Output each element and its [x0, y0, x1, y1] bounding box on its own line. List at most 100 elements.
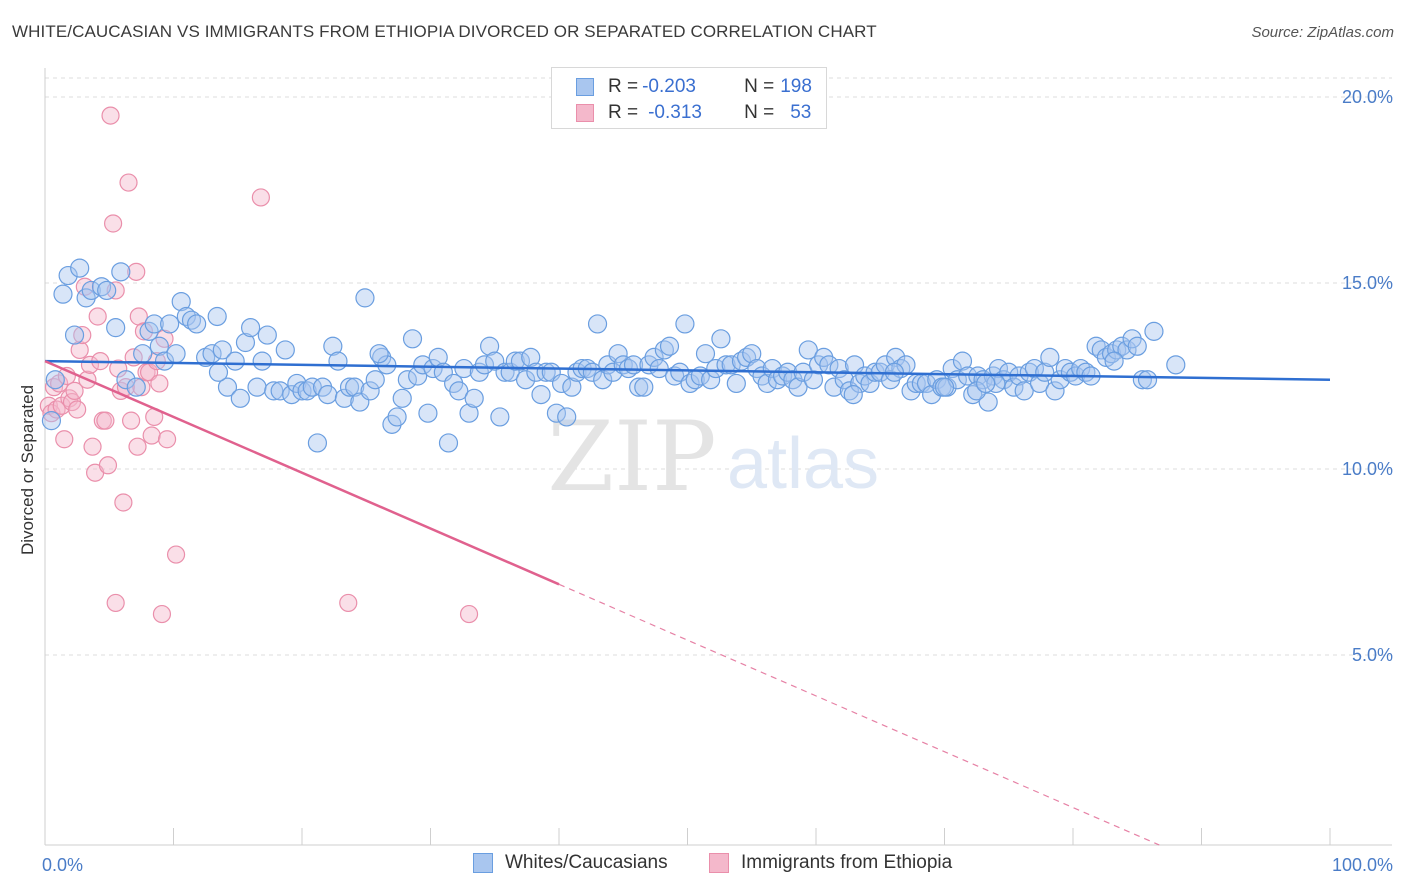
white-point — [154, 351, 175, 371]
white-point — [1004, 377, 1024, 397]
white-point — [798, 340, 818, 360]
white-point — [843, 385, 863, 405]
white-point — [252, 351, 272, 371]
white-points — [41, 258, 1186, 453]
white-point — [839, 381, 860, 401]
legend-n-label: N = — [744, 102, 775, 123]
white-point — [70, 258, 90, 278]
white-point — [149, 336, 169, 356]
white-point — [1137, 370, 1158, 390]
ethiopia-point — [459, 604, 479, 624]
white-point — [1107, 340, 1127, 360]
legend-r-value: -0.203 — [642, 76, 696, 97]
legend-n-label: N = — [744, 76, 775, 97]
y-tick-label: 20.0% — [1342, 87, 1393, 107]
white-point — [515, 370, 536, 390]
white-point — [45, 370, 65, 390]
white-point — [97, 280, 117, 301]
legend-row-ethiopia: R = -0.313 N = 53 — [576, 100, 811, 126]
ethiopia-trend-extension — [558, 583, 1160, 846]
legend-item-whites: Whites/Caucasians — [473, 852, 668, 874]
ethiopia-point — [157, 430, 177, 449]
x-tick-label: 100.0% — [1332, 855, 1393, 875]
white-point — [449, 381, 469, 401]
white-point — [952, 351, 973, 371]
ethiopia-point — [127, 262, 146, 281]
white-point — [41, 411, 62, 431]
legend-swatch-blue — [473, 853, 493, 873]
ethiopia-point — [150, 374, 169, 393]
x-tick-label: 0.0% — [42, 855, 83, 875]
white-point — [634, 377, 654, 397]
ethiopia-point — [88, 307, 107, 326]
white-point — [976, 373, 996, 394]
white-point — [521, 347, 541, 367]
white-point — [1144, 321, 1164, 341]
white-point — [1101, 344, 1122, 364]
white-point — [241, 318, 261, 338]
white-point — [644, 347, 664, 367]
white-point — [230, 388, 250, 408]
white-point — [144, 314, 164, 334]
ethiopia-trend-line — [44, 359, 560, 586]
ethiopia-point — [104, 214, 123, 233]
ethiopia-point — [339, 593, 358, 613]
legend-n-value: 198 — [780, 76, 812, 97]
ethiopia-point — [142, 426, 161, 445]
y-tick-label: 5.0% — [1352, 645, 1393, 665]
ethiopia-point — [52, 396, 71, 415]
white-point — [58, 265, 78, 286]
ethiopia-point — [152, 604, 172, 624]
white-point — [365, 370, 385, 390]
white-point — [418, 403, 438, 423]
ethiopia-point — [96, 411, 115, 430]
white-point — [307, 433, 328, 453]
white-point — [1117, 340, 1137, 360]
white-point — [711, 329, 731, 349]
legend-n-value: 53 — [790, 102, 812, 123]
white-point — [819, 355, 839, 375]
white-point — [292, 381, 312, 401]
white-point — [207, 306, 227, 327]
white-point — [593, 370, 613, 390]
white-point — [64, 325, 85, 345]
ethiopia-points — [39, 106, 479, 624]
watermark: ZIP atlas — [547, 401, 879, 513]
white-point — [546, 403, 567, 423]
white-point — [726, 373, 746, 394]
legend-r-label: R = — [608, 102, 639, 123]
ethiopia-point — [114, 493, 133, 512]
white-point — [659, 336, 680, 356]
white-point — [1071, 358, 1091, 379]
white-point — [1014, 381, 1034, 401]
white-point — [413, 355, 433, 375]
white-point — [257, 325, 277, 345]
white-point — [963, 385, 983, 405]
white-point — [834, 370, 854, 390]
white-point — [225, 351, 245, 371]
ethiopia-point — [70, 340, 89, 360]
white-point — [328, 351, 348, 371]
white-point — [587, 314, 608, 334]
y-tick-label: 10.0% — [1342, 459, 1393, 479]
white-point — [282, 385, 302, 405]
white-point — [208, 362, 229, 382]
white-point — [397, 370, 417, 390]
watermark-atlas: atlas — [727, 424, 879, 504]
white-point — [629, 377, 649, 397]
ethiopia-point — [101, 106, 120, 125]
tick-labels: 5.0% 10.0% 15.0% 20.0% 0.0% 100.0% — [42, 87, 1393, 875]
white-point — [721, 355, 741, 375]
white-point — [988, 358, 1009, 379]
whites-trend-line — [44, 359, 1331, 381]
ethiopia-point — [106, 593, 125, 613]
white-point — [187, 314, 207, 334]
white-point — [803, 370, 824, 390]
legend-swatch-blue — [576, 78, 594, 96]
white-point — [166, 344, 186, 364]
white-point — [886, 347, 906, 367]
white-point — [423, 358, 443, 379]
white-point — [323, 336, 343, 356]
ethiopia-point — [166, 545, 186, 564]
white-point — [958, 366, 978, 386]
